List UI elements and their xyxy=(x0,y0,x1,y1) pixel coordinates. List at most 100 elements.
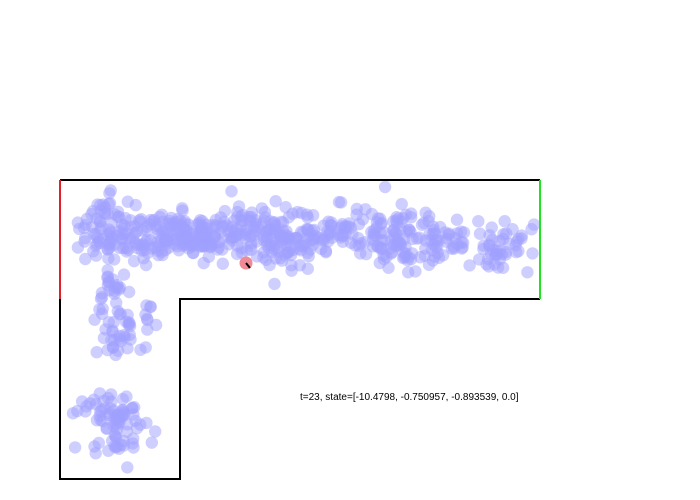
particle xyxy=(269,195,282,208)
particle xyxy=(121,342,134,355)
particle xyxy=(356,213,370,226)
particle xyxy=(139,341,152,354)
particle xyxy=(262,241,275,255)
particle xyxy=(325,219,338,232)
particle xyxy=(107,334,121,347)
particle xyxy=(373,212,387,225)
agent-heading-indicator xyxy=(245,262,251,269)
particle xyxy=(450,213,464,226)
particle xyxy=(296,226,310,239)
particle xyxy=(89,249,103,262)
particle xyxy=(455,242,468,255)
particle xyxy=(359,247,373,261)
particle xyxy=(165,220,178,233)
particle xyxy=(122,316,136,329)
particle xyxy=(378,226,391,239)
particle xyxy=(527,218,541,231)
particle xyxy=(293,259,307,272)
particle xyxy=(107,315,121,329)
particle xyxy=(108,253,121,266)
particle xyxy=(180,230,193,244)
particle xyxy=(526,247,539,260)
particle xyxy=(130,225,143,238)
particle xyxy=(228,230,241,244)
particle xyxy=(127,441,140,454)
particle xyxy=(299,238,312,251)
particle xyxy=(521,266,534,279)
particle xyxy=(309,230,322,243)
particle xyxy=(436,249,450,262)
particle xyxy=(87,393,101,406)
particle xyxy=(285,259,298,272)
particle xyxy=(123,328,136,342)
particle xyxy=(480,258,493,271)
particle xyxy=(365,225,378,239)
particle xyxy=(483,229,496,242)
particle xyxy=(335,228,349,242)
particle-cloud xyxy=(66,180,541,474)
particle xyxy=(194,240,207,253)
particle xyxy=(101,243,115,256)
particle xyxy=(137,252,150,265)
particle xyxy=(92,436,106,450)
particle xyxy=(127,432,140,445)
particle xyxy=(245,243,258,256)
particle xyxy=(141,313,154,327)
particle xyxy=(319,246,333,259)
particle xyxy=(105,231,118,244)
particle xyxy=(422,215,435,228)
particle xyxy=(176,202,189,215)
particle xyxy=(144,300,157,314)
particle xyxy=(68,441,82,454)
particle xyxy=(207,221,221,234)
particle xyxy=(442,228,456,242)
particle xyxy=(168,232,182,246)
particle xyxy=(90,237,104,251)
particle xyxy=(90,346,103,359)
particle xyxy=(117,241,130,255)
particle xyxy=(71,404,84,418)
particle xyxy=(100,422,113,435)
particle xyxy=(489,244,503,257)
particle xyxy=(78,235,91,248)
particle xyxy=(107,412,121,425)
particle xyxy=(145,436,158,449)
particle xyxy=(512,244,525,258)
particle xyxy=(404,253,418,266)
particle xyxy=(96,302,109,315)
particle xyxy=(112,283,126,296)
particle xyxy=(395,197,408,211)
particle xyxy=(202,250,215,263)
particle xyxy=(359,236,372,249)
particle xyxy=(404,207,418,220)
particle xyxy=(515,232,528,245)
particle xyxy=(99,323,112,336)
particle xyxy=(302,250,315,263)
particle xyxy=(121,195,134,208)
corridor-walls xyxy=(59,179,541,480)
particle xyxy=(127,254,141,268)
particle xyxy=(497,228,510,241)
particle xyxy=(275,229,288,242)
agent xyxy=(239,256,253,270)
particle xyxy=(149,425,162,438)
particle xyxy=(498,215,511,228)
particle xyxy=(268,277,281,291)
particle xyxy=(250,224,263,237)
particle xyxy=(116,392,129,406)
particle xyxy=(240,223,254,236)
particle xyxy=(371,240,385,253)
particle xyxy=(231,205,244,219)
particle xyxy=(472,215,485,228)
particle xyxy=(85,208,98,221)
particle xyxy=(282,211,295,224)
particle xyxy=(212,241,225,254)
particle xyxy=(104,184,117,197)
particle xyxy=(121,461,134,474)
particle xyxy=(154,221,167,234)
particle xyxy=(91,198,104,211)
status-readout: t=23, state=[-10.4798, -0.750957, -0.893… xyxy=(300,392,519,403)
particle xyxy=(463,259,476,272)
particle xyxy=(95,291,109,304)
